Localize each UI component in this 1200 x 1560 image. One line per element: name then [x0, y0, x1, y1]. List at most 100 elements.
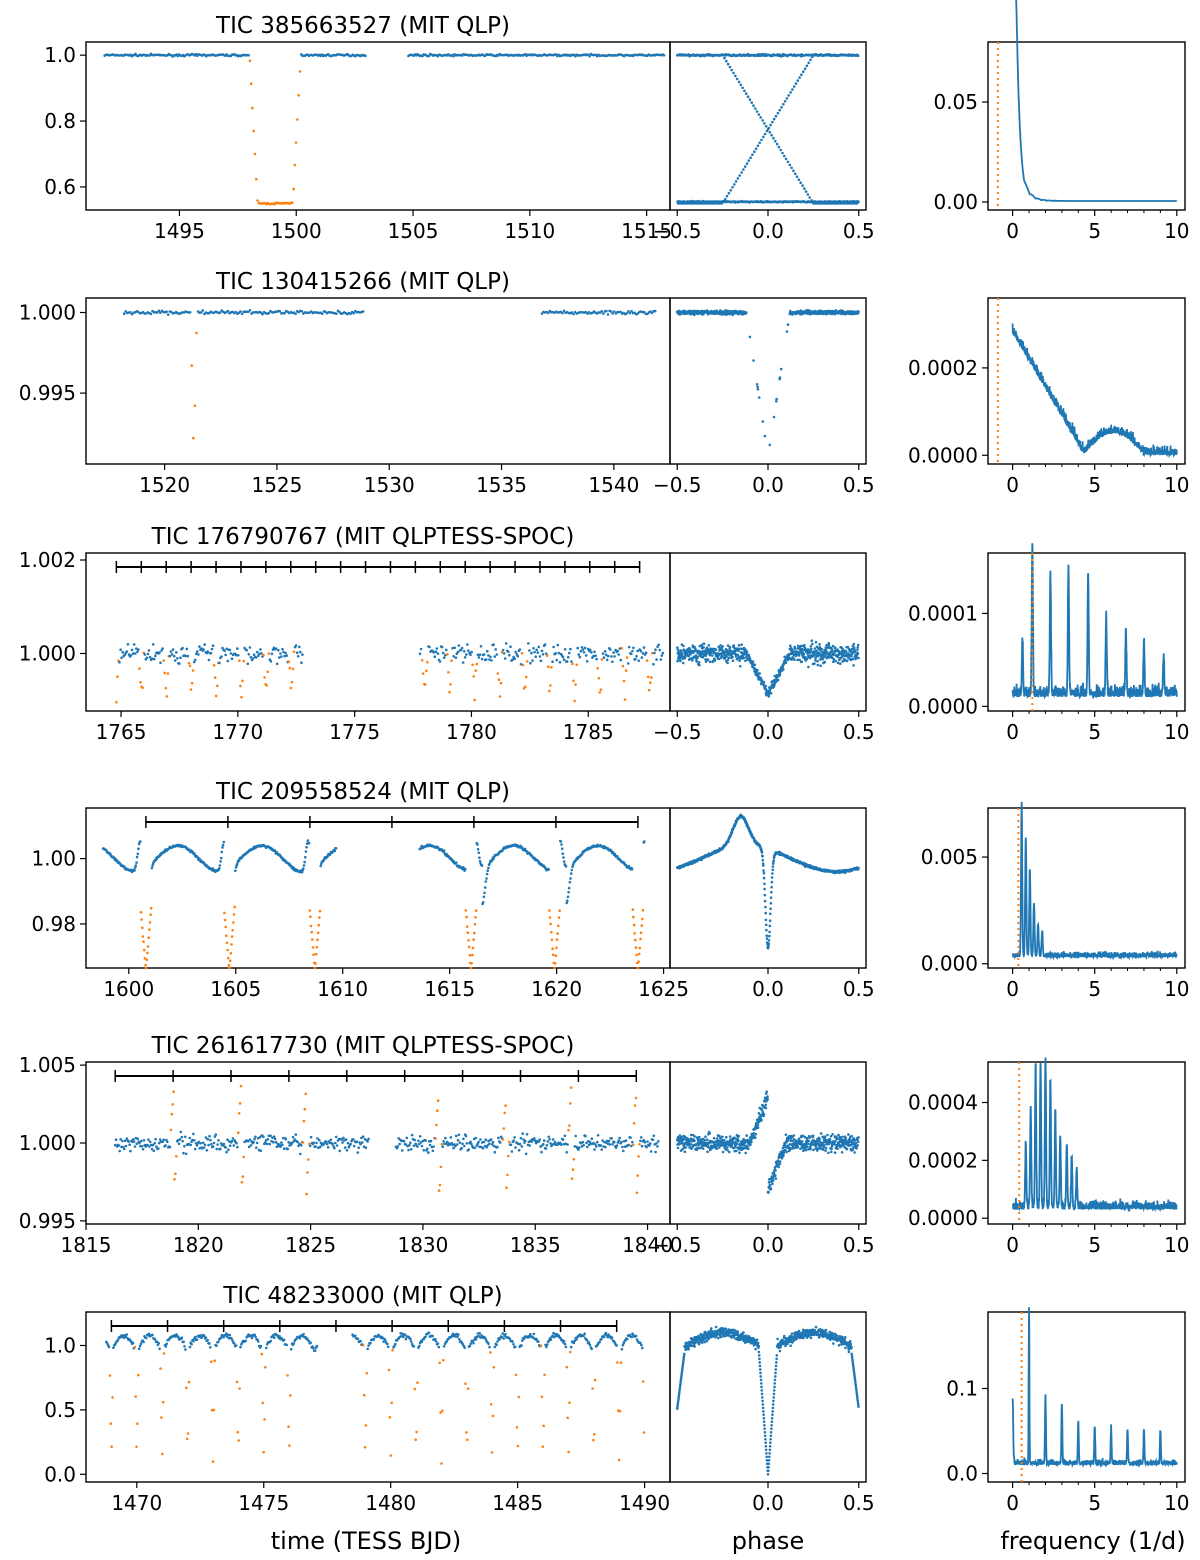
eclipse-point [635, 953, 638, 957]
phase-point [802, 70, 805, 73]
data-point [236, 1145, 239, 1149]
eclipse-point [228, 959, 232, 962]
eclipse-point [228, 966, 231, 969]
data-point [196, 650, 199, 653]
data-point [449, 1136, 453, 1139]
eclipse-point [468, 953, 472, 957]
phase-point [761, 420, 765, 423]
phase-point [731, 655, 734, 659]
data-point [606, 313, 610, 316]
data-point [490, 659, 493, 662]
data-point [503, 657, 507, 660]
eclipse-point [548, 689, 551, 693]
data-point [419, 647, 423, 651]
data-point [418, 1135, 422, 1138]
eclipse-point [266, 670, 270, 674]
data-point [568, 880, 572, 884]
eclipse-point [144, 966, 148, 970]
phase-point [676, 659, 679, 663]
data-point [298, 645, 301, 649]
data-point [655, 658, 658, 661]
data-point [495, 653, 499, 656]
phase-point [744, 92, 748, 95]
eclipse-point [646, 675, 650, 679]
data-point [409, 1141, 412, 1145]
eclipse-point [639, 931, 643, 935]
eclipse-point [523, 685, 527, 689]
panel-title: TIC 176790767 (MIT QLPTESS-SPOC) [151, 524, 575, 550]
eclipse-point [175, 1155, 178, 1158]
eclipse-point [195, 331, 198, 335]
data-point [140, 1139, 143, 1143]
phase-point [856, 646, 859, 649]
phase-point [730, 831, 734, 835]
eclipse-point [238, 1102, 242, 1105]
eclipse-point [291, 667, 295, 671]
eclipse-point [142, 940, 145, 943]
data-point [294, 312, 297, 316]
phase-point [830, 648, 834, 651]
data-point [407, 1148, 410, 1152]
data-point [222, 840, 226, 844]
phase-point [817, 651, 821, 654]
time-xtick-label: 1505 [388, 219, 439, 243]
phase-point [856, 54, 860, 58]
data-point [255, 1141, 259, 1145]
phase-point [787, 94, 790, 97]
data-point [452, 1146, 455, 1150]
eclipse-point [251, 106, 254, 110]
phase-point [741, 86, 744, 90]
eclipse-point [149, 906, 153, 910]
phase-point [742, 168, 745, 171]
phase-point [768, 934, 771, 938]
eclipse-point [317, 923, 321, 927]
phase-point [789, 91, 792, 94]
eclipse-point [225, 934, 228, 937]
phase-point [743, 165, 747, 168]
eclipse-point [524, 675, 528, 679]
data-point [429, 1139, 433, 1143]
phase-point [809, 645, 813, 648]
phase-point [698, 663, 701, 667]
data-point [281, 1143, 284, 1147]
data-point [203, 643, 206, 646]
data-point [528, 649, 531, 652]
data-point [579, 649, 583, 653]
data-point [208, 1134, 211, 1138]
data-point [147, 1138, 150, 1141]
phase-point [751, 153, 754, 156]
periodogram-ytick-label: 0.0002 [908, 356, 978, 380]
data-point [594, 654, 597, 657]
data-point [185, 647, 189, 651]
phase-xtick-label: −0.5 [653, 473, 702, 497]
phase-panel: −0.5 0.0 0.5 [653, 297, 875, 497]
data-point [454, 1134, 458, 1138]
phase-point [752, 359, 755, 362]
eclipse-point [188, 664, 192, 668]
phase-point [844, 649, 848, 653]
data-point [169, 650, 173, 653]
eclipse-point [248, 59, 252, 63]
eclipse-point [141, 686, 144, 689]
eclipse-point [467, 939, 470, 942]
eclipse-point [149, 913, 152, 916]
data-point [653, 309, 657, 313]
phase-point [856, 652, 860, 655]
data-point [513, 657, 516, 660]
data-point [303, 860, 306, 864]
data-point [561, 852, 565, 856]
data-point [261, 312, 264, 316]
data-point [420, 1144, 424, 1148]
phase-point [764, 918, 768, 922]
data-point [558, 660, 562, 664]
data-point [653, 651, 656, 655]
data-point [189, 1143, 192, 1147]
data-point [349, 1142, 352, 1146]
phase-xtick-label: 0.0 [752, 720, 784, 744]
data-point [589, 648, 592, 652]
eclipse-point [314, 962, 317, 965]
data-point [467, 1148, 471, 1151]
phase-point [757, 396, 761, 399]
